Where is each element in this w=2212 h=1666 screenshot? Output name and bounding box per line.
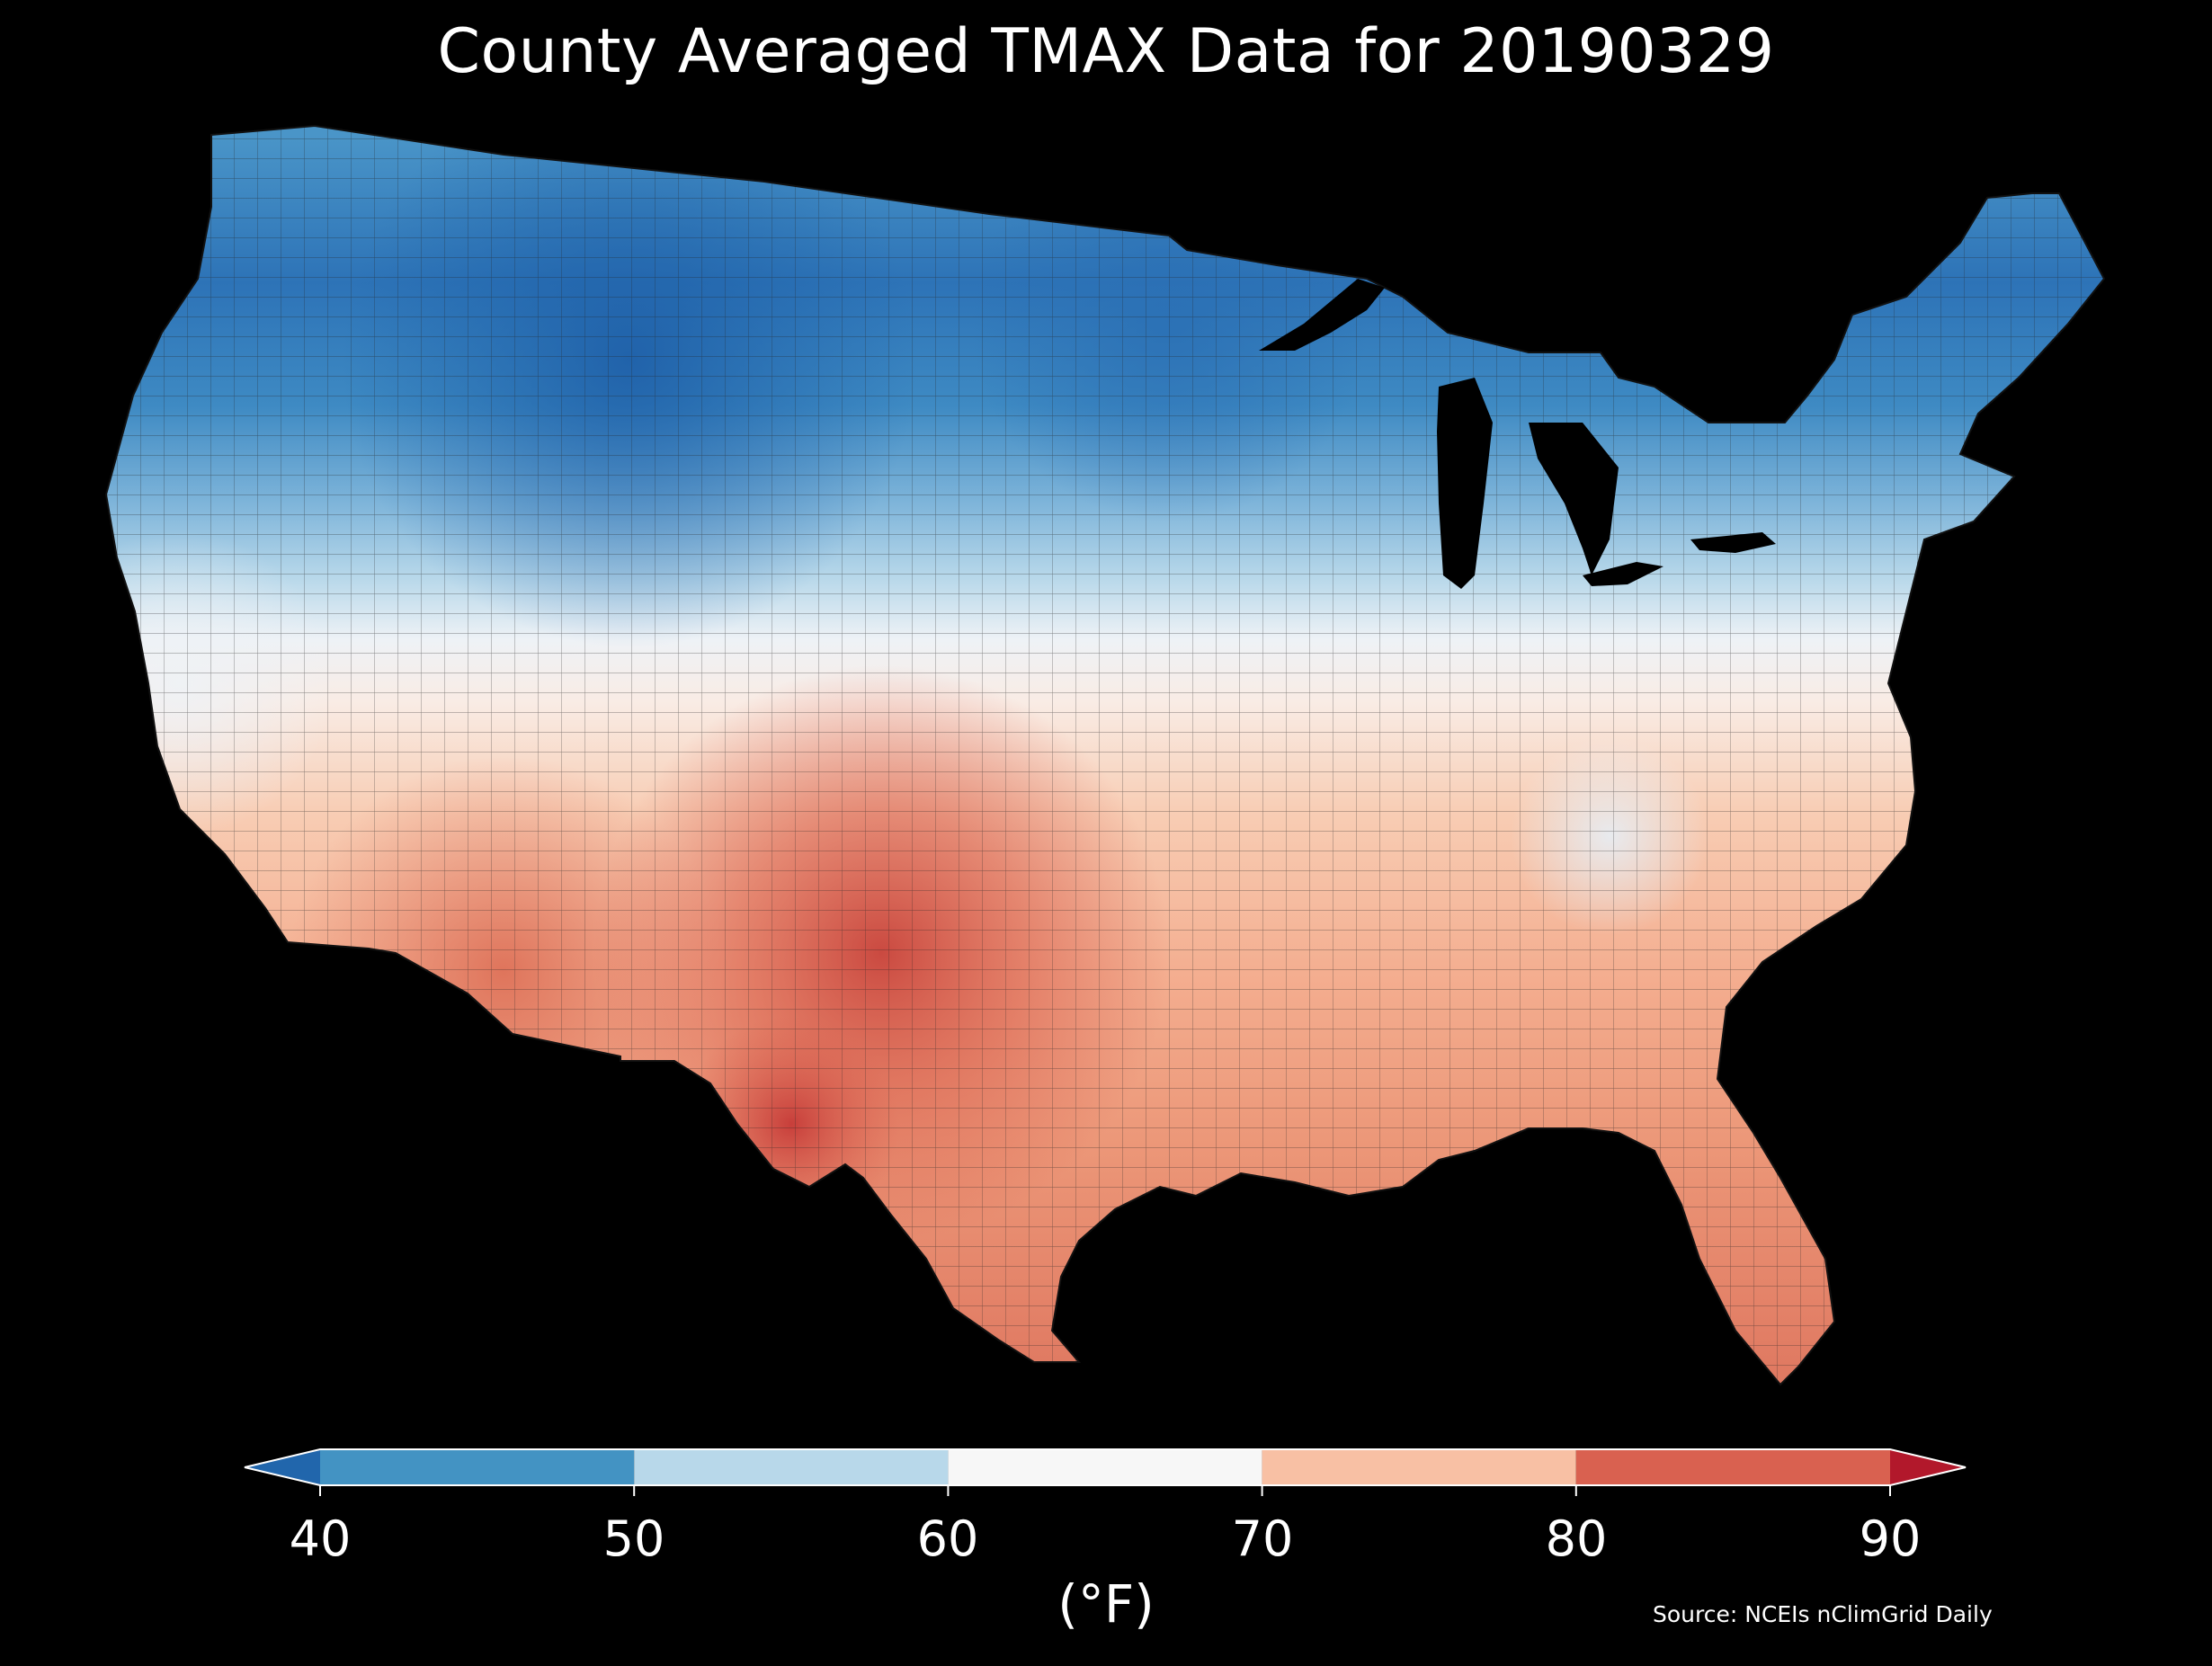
lake-ontario (1690, 532, 1776, 553)
colorbar-tick-60: 60 (916, 1510, 979, 1567)
lake-michigan (1437, 378, 1493, 589)
colorbar-extend-min (245, 1449, 320, 1485)
colorbar-bin-40-50 (320, 1449, 635, 1485)
county-boundaries (106, 126, 2104, 1385)
colorbar-bin-80-90 (1575, 1449, 1890, 1485)
colorbar-tick-90: 90 (1859, 1510, 1922, 1567)
lake-huron (1529, 423, 1619, 575)
colorbar-bin-60-70 (948, 1449, 1262, 1485)
contiguous-us-map (106, 126, 2104, 1385)
colorbar-bin-50-60 (634, 1449, 949, 1485)
colorbar-extend-max (1890, 1449, 1966, 1485)
lake-superior (1259, 279, 1385, 351)
lake-erie (1583, 562, 1663, 586)
source-credit: Source: NCEIs nClimGrid Daily (1653, 1601, 1993, 1627)
colorbar-tick-40: 40 (289, 1510, 352, 1567)
colorbar (244, 1448, 1967, 1496)
great-lakes (1259, 279, 1776, 589)
colorbar-units-label: (°F) (1057, 1573, 1155, 1635)
colorbar-tick-50: 50 (602, 1510, 665, 1567)
map-title: County Averaged TMAX Data for 20190329 (437, 16, 1775, 87)
colorbar-tick-70: 70 (1231, 1510, 1294, 1567)
colorbar-tick-80: 80 (1545, 1510, 1608, 1567)
colorbar-bin-70-80 (1262, 1449, 1576, 1485)
